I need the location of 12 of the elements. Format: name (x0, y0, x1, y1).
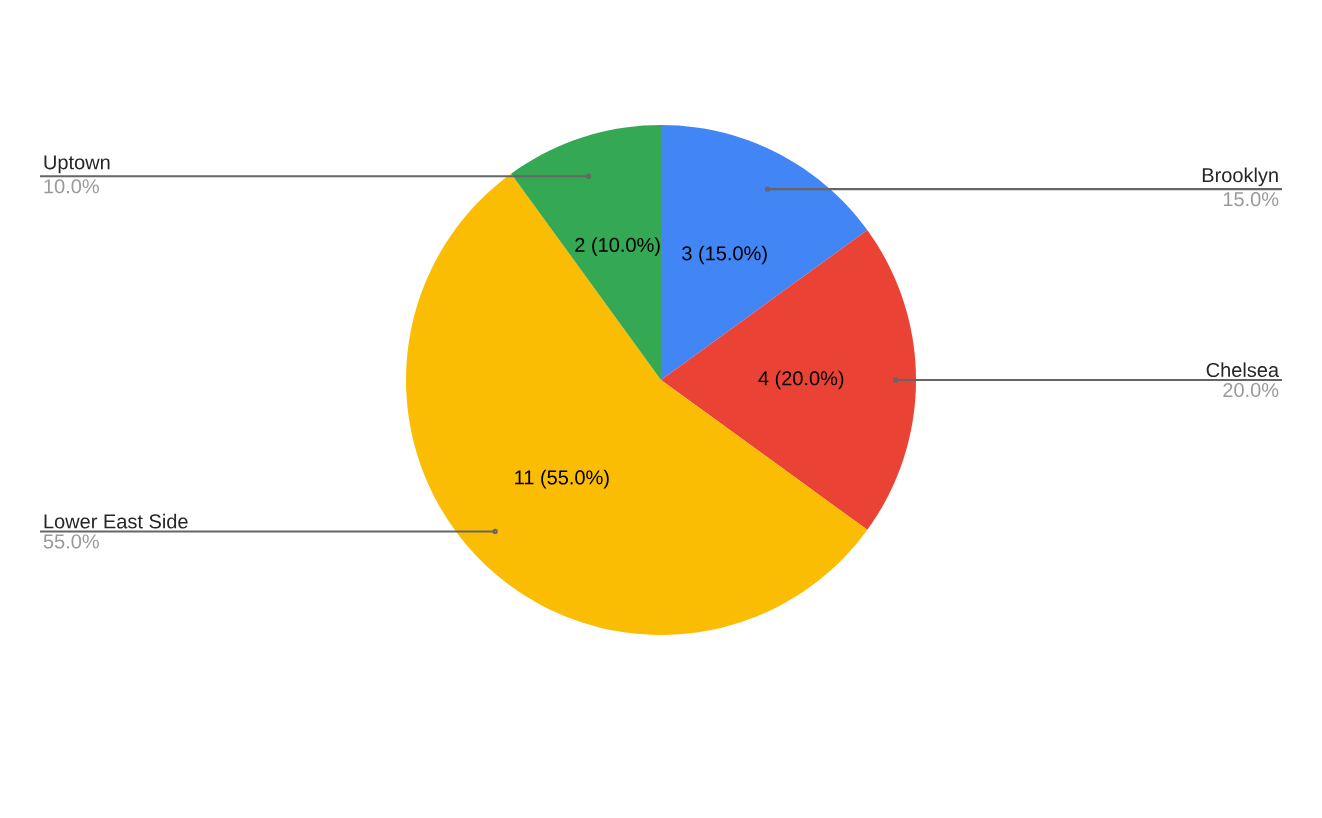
slice-label: Uptown (44, 155, 110, 174)
data-label: 2 (10.0%) (575, 237, 660, 256)
text: 15.0% (1223, 192, 1279, 207)
text: 20.0% (1223, 382, 1279, 398)
slice-label: Lower East Side (44, 513, 188, 529)
data-label: 11 (55.0%) (515, 469, 609, 489)
data-label: 4 (20.0%) (758, 370, 844, 390)
slice-label: Chelsea (1206, 362, 1280, 378)
data-label: 3 (15.0%) (682, 245, 767, 265)
text: 10.0% (44, 179, 99, 194)
slice-label: Brooklyn (1202, 167, 1278, 187)
text: 55.0% (43, 534, 99, 549)
